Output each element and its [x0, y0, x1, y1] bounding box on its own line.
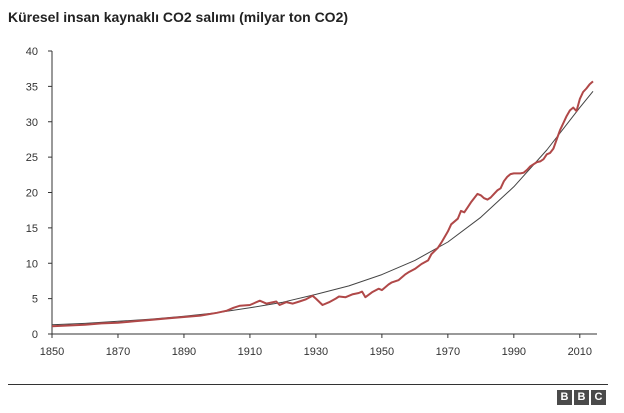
- x-tick-label: 1970: [436, 346, 460, 358]
- chart-title: Küresel insan kaynaklı CO2 salımı (milya…: [8, 9, 349, 25]
- y-tick-label: 15: [26, 223, 38, 235]
- x-tick-label: 1950: [370, 346, 394, 358]
- series-layer: [51, 80, 594, 328]
- x-tick-label: 1870: [106, 346, 130, 358]
- y-tick-label: 25: [26, 152, 38, 164]
- y-tick-label: 5: [32, 294, 38, 306]
- bbc-logo-letter: B: [574, 390, 589, 405]
- y-axis-ticks: 0 5 10 15 20 25 30 35 40: [26, 46, 52, 341]
- y-tick-label: 10: [26, 258, 38, 270]
- trend-line: [51, 90, 594, 326]
- bbc-logo-letter: B: [557, 390, 572, 405]
- x-axis-ticks: 1850 1870 1890 1910 1930 1950 1970 1990 2010: [40, 334, 592, 358]
- x-tick-label: 1990: [502, 346, 526, 358]
- x-tick-label: 1910: [238, 346, 262, 358]
- bbc-logo: B B C: [557, 390, 606, 405]
- y-tick-label: 30: [26, 117, 38, 129]
- y-tick-label: 0: [32, 329, 38, 341]
- y-tick-label: 40: [26, 46, 38, 58]
- y-tick-label: 20: [26, 188, 38, 200]
- x-tick-label: 1850: [40, 346, 64, 358]
- x-tick-label: 2010: [568, 346, 592, 358]
- bbc-logo-letter: C: [591, 390, 606, 405]
- emissions-line: [51, 80, 594, 328]
- footer-divider: [8, 384, 608, 385]
- x-tick-label: 1930: [304, 346, 328, 358]
- y-tick-label: 35: [26, 81, 38, 93]
- line-chart: 0 5 10 15 20 25 30 35 40 1850 1870 1890 1910 1930 195…: [26, 46, 597, 358]
- x-tick-label: 1890: [172, 346, 196, 358]
